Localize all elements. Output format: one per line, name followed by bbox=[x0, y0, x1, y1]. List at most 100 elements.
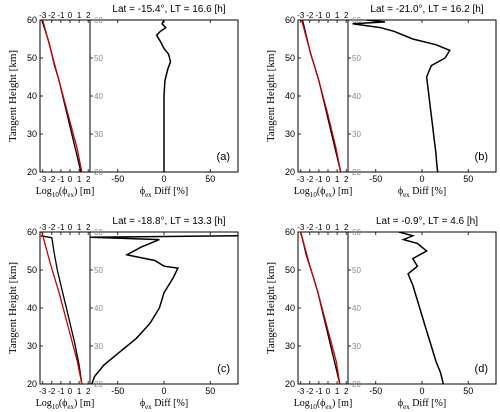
left-x-tick-label: -2 bbox=[48, 175, 56, 184]
left-x-tick-label-top: 0 bbox=[326, 223, 331, 232]
left-x-tick-label: -1 bbox=[315, 175, 323, 184]
right-plot-frame bbox=[347, 231, 497, 385]
left-x-tick-label: -1 bbox=[57, 387, 65, 396]
right-x-axis-label-part: ϕ bbox=[398, 398, 403, 409]
y-tick-label-inner: 60 bbox=[352, 228, 361, 237]
left-x-tick-label: -3 bbox=[297, 387, 305, 396]
panel-label: (d) bbox=[475, 363, 488, 375]
left-x-tick-label-top: -1 bbox=[315, 223, 323, 232]
left-x-tick-label-top: 1 bbox=[335, 11, 340, 20]
left-x-tick-label: -3 bbox=[39, 175, 47, 184]
left-x-tick-label-top: -2 bbox=[306, 11, 314, 20]
right-x-axis-label-part: ϕ bbox=[398, 186, 403, 197]
y-tick-label-inner: 30 bbox=[94, 130, 103, 139]
left-x-tick-label: -3 bbox=[39, 387, 47, 396]
right-x-axis-label-part: Diff [%] bbox=[410, 398, 446, 409]
left-x-axis-label: Log10(ϕex) [m] bbox=[294, 398, 353, 411]
right-diff-line bbox=[90, 235, 238, 384]
left-x-tick-label-top: 1 bbox=[77, 11, 82, 20]
left-x-tick-label: -1 bbox=[315, 387, 323, 396]
y-tick-label: 30 bbox=[27, 341, 37, 351]
y-axis-label: Tangent Height [km] bbox=[265, 50, 277, 142]
left-x-tick-label: 0 bbox=[68, 387, 73, 396]
left-x-tick-label: 2 bbox=[344, 387, 349, 396]
right-x-tick-label: 50 bbox=[463, 386, 473, 396]
y-tick-label-inner: 40 bbox=[94, 92, 103, 101]
left-plot-frame bbox=[39, 19, 91, 173]
y-tick-label: 40 bbox=[27, 303, 37, 313]
right-x-axis-label: ϕex Diff [%] bbox=[140, 186, 188, 199]
left-x-axis-label-part: ) [m] bbox=[74, 398, 94, 409]
right-x-tick-label: -50 bbox=[111, 174, 124, 184]
left-x-axis-label-part: Log bbox=[294, 186, 310, 197]
right-x-axis-label-part: Diff [%] bbox=[410, 186, 446, 197]
right-x-tick-label: 0 bbox=[419, 386, 424, 396]
y-axis-label: Tangent Height [km] bbox=[7, 50, 19, 142]
left-x-tick-label-top: -1 bbox=[57, 11, 65, 20]
left-x-tick-label-top: -2 bbox=[48, 223, 56, 232]
right-plot-frame bbox=[89, 231, 239, 385]
right-x-axis-label-part: ϕ bbox=[140, 398, 145, 409]
left-x-tick-label: 1 bbox=[335, 387, 340, 396]
panel-title: Lat = -18.8°, LT = 13.3 [h] bbox=[112, 216, 225, 227]
left-x-tick-label-top: -3 bbox=[39, 11, 47, 20]
right-x-tick-label: -50 bbox=[111, 386, 124, 396]
y-tick-label: 20 bbox=[285, 167, 295, 177]
left-x-tick-label-top: 0 bbox=[68, 223, 73, 232]
right-x-axis-label: ϕex Diff [%] bbox=[398, 398, 446, 411]
left-x-tick-label-top: 0 bbox=[68, 11, 73, 20]
left-x-tick-label: 2 bbox=[86, 387, 91, 396]
left-x-tick-label-top: 2 bbox=[86, 223, 91, 232]
left-x-tick-label: -1 bbox=[57, 175, 65, 184]
right-x-tick-label: 50 bbox=[463, 174, 473, 184]
left-x-axis-label-part: 10 bbox=[52, 191, 60, 199]
y-tick-label-inner: 40 bbox=[352, 304, 361, 313]
left-profile-line bbox=[41, 20, 82, 172]
left-x-axis-label-part: ex bbox=[325, 191, 332, 199]
left-x-tick-label: -2 bbox=[306, 387, 314, 396]
right-x-tick-label: 50 bbox=[205, 386, 215, 396]
y-tick-label-inner: 50 bbox=[352, 54, 361, 63]
left-x-tick-label-top: 2 bbox=[344, 223, 349, 232]
y-tick-label-inner: 30 bbox=[352, 342, 361, 351]
right-x-tick-label: 0 bbox=[161, 174, 166, 184]
y-tick-label: 40 bbox=[27, 91, 37, 101]
left-x-axis-label: Log10(ϕex) [m] bbox=[294, 186, 353, 199]
left-x-tick-label: 0 bbox=[326, 175, 331, 184]
right-x-axis-label: ϕex Diff [%] bbox=[398, 186, 446, 199]
right-x-axis-label: ϕex Diff [%] bbox=[140, 398, 188, 411]
right-x-tick-label: 50 bbox=[205, 174, 215, 184]
y-tick-label: 30 bbox=[27, 129, 37, 139]
left-x-axis-label-part: ) [m] bbox=[332, 398, 352, 409]
left-model-line bbox=[42, 20, 83, 172]
right-x-tick-label: -50 bbox=[369, 386, 382, 396]
y-tick-label-inner: 50 bbox=[94, 266, 103, 275]
panel-title: Lat = -21.0°, LT = 16.2 [h] bbox=[370, 4, 483, 15]
y-tick-label: 50 bbox=[285, 265, 295, 275]
left-x-axis-label-part: 10 bbox=[310, 403, 318, 411]
y-tick-label-inner: 40 bbox=[352, 92, 361, 101]
right-diff-line bbox=[352, 20, 451, 172]
right-x-axis-label-part: Diff [%] bbox=[152, 186, 188, 197]
left-x-tick-label-top: 2 bbox=[86, 11, 91, 20]
y-tick-label-inner: 20 bbox=[352, 380, 361, 389]
left-x-tick-label-top: 1 bbox=[335, 223, 340, 232]
left-x-axis-label-part: (ϕ bbox=[59, 398, 68, 409]
left-x-axis-label-part: ) [m] bbox=[74, 186, 94, 197]
y-tick-label: 60 bbox=[285, 15, 295, 25]
y-tick-label-inner: 60 bbox=[94, 228, 103, 237]
y-axis-label: Tangent Height [km] bbox=[7, 262, 19, 354]
left-x-tick-label: -3 bbox=[297, 175, 305, 184]
y-tick-label-inner: 30 bbox=[352, 130, 361, 139]
left-x-tick-label: 2 bbox=[86, 175, 91, 184]
left-x-axis-label-part: (ϕ bbox=[59, 186, 68, 197]
y-tick-label: 20 bbox=[285, 379, 295, 389]
y-tick-label: 20 bbox=[27, 379, 37, 389]
panel-title: Lat = -15.4°, LT = 16.6 [h] bbox=[112, 4, 225, 15]
y-tick-label: 40 bbox=[285, 303, 295, 313]
y-tick-label: 40 bbox=[285, 91, 295, 101]
left-x-axis-label-part: Log bbox=[36, 398, 52, 409]
right-x-tick-label: -50 bbox=[369, 174, 382, 184]
